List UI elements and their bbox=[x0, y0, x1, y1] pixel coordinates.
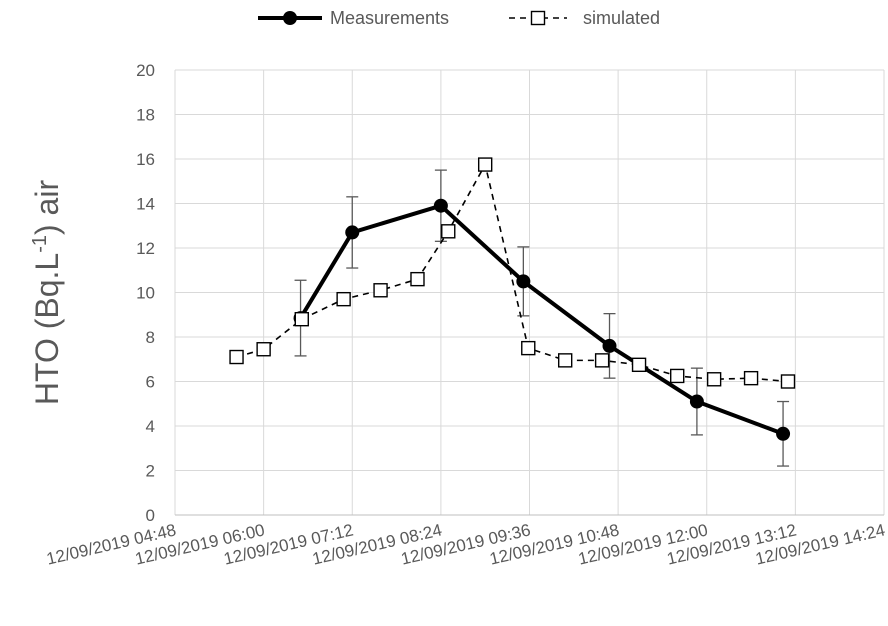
simulated-point bbox=[441, 224, 456, 239]
y-axis-title-part: HTO (Bq.L bbox=[29, 253, 65, 405]
y-tick-label: 20 bbox=[136, 61, 155, 80]
simulated-point bbox=[410, 271, 425, 287]
simulated-point bbox=[477, 157, 493, 172]
simulated-line bbox=[236, 163, 789, 383]
y-tick-label: 12 bbox=[136, 239, 155, 258]
measurement-point bbox=[433, 198, 448, 213]
measurement-point bbox=[776, 426, 791, 441]
simulated-point bbox=[743, 370, 759, 386]
legend-label: Measurements bbox=[330, 8, 449, 28]
y-axis-title-part: ) air bbox=[29, 180, 65, 235]
simulated-point bbox=[373, 283, 388, 298]
measurement-point bbox=[516, 274, 531, 289]
legend-marker bbox=[283, 11, 297, 25]
simulated-point bbox=[336, 291, 351, 307]
y-tick-label: 0 bbox=[146, 506, 155, 525]
simulated-point bbox=[557, 353, 573, 368]
simulated-point bbox=[294, 312, 309, 327]
simulated-point bbox=[631, 357, 647, 373]
simulated-point bbox=[229, 349, 244, 365]
measurement-point bbox=[689, 394, 704, 409]
y-axis-title-superscript: -1 bbox=[29, 235, 51, 253]
y-tick-label: 8 bbox=[146, 328, 155, 347]
y-tick-label: 18 bbox=[136, 106, 155, 125]
simulated-point bbox=[594, 353, 610, 368]
gridlines bbox=[174, 69, 885, 515]
measurement-point bbox=[602, 338, 617, 353]
y-tick-label: 6 bbox=[146, 373, 155, 392]
y-tick-label: 16 bbox=[136, 150, 155, 169]
measurements-line bbox=[298, 203, 784, 436]
y-axis-title: HTO (Bq.L-1) air bbox=[29, 180, 65, 406]
measurement-point bbox=[345, 225, 360, 240]
legend-marker bbox=[530, 10, 546, 26]
simulated-point bbox=[256, 342, 271, 357]
series-lines bbox=[229, 157, 796, 467]
simulated-point bbox=[670, 368, 685, 384]
y-tick-label: 4 bbox=[146, 417, 155, 436]
simulated-point bbox=[780, 374, 796, 389]
legend-label: simulated bbox=[583, 8, 660, 28]
y-tick-label: 2 bbox=[146, 462, 155, 481]
y-tick-label: 10 bbox=[136, 284, 155, 303]
y-tick-label: 14 bbox=[136, 195, 155, 214]
simulated-point bbox=[521, 340, 536, 356]
legend: Measurements simulated bbox=[258, 8, 660, 28]
simulated-point bbox=[706, 372, 722, 387]
